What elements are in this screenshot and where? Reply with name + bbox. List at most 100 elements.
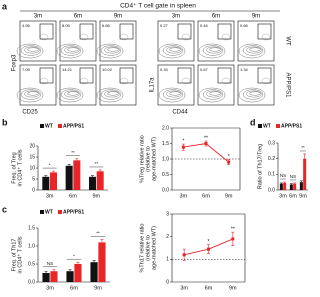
gate-value: 0.44 xyxy=(200,23,209,28)
contour xyxy=(261,77,271,85)
contour xyxy=(24,90,40,98)
y-axis-label: %Treg relative ratio xyxy=(139,135,145,182)
y-tick-label: 5 xyxy=(32,176,35,182)
point xyxy=(207,247,210,251)
y-tick-label: 1.0 xyxy=(28,243,35,249)
legend-swatch xyxy=(58,124,62,128)
x-tick-label: 6m xyxy=(69,193,77,199)
legend-swatch xyxy=(40,124,44,128)
y-axis-label: Ratio of Th17/Treg xyxy=(257,144,263,190)
legend-label: APP/PS1 xyxy=(281,123,302,129)
y-tick-label: 1.5 xyxy=(162,141,169,147)
flow-plot-frame xyxy=(197,20,235,62)
contour xyxy=(64,90,80,98)
flow-plot-frame xyxy=(59,20,97,62)
x-tick-label: 9m xyxy=(225,193,233,199)
contour xyxy=(249,91,261,96)
contour xyxy=(56,43,84,59)
contour xyxy=(27,91,39,96)
y-axis-label: in CD4⁺ T cells xyxy=(16,149,23,186)
y-tick-label: 0.3 xyxy=(268,140,275,146)
contour xyxy=(104,90,120,98)
contour xyxy=(64,46,80,54)
axis-label: Foxp3 xyxy=(12,54,18,71)
significance: ** xyxy=(204,135,208,141)
y-axis-label: in CD4⁺ T cells xyxy=(16,236,23,273)
flow-plot-frame xyxy=(157,20,195,62)
contour xyxy=(20,89,42,100)
gate xyxy=(217,23,232,40)
x-tick-label: 9m xyxy=(94,285,102,291)
y-axis-label: (relative to xyxy=(145,235,151,261)
panel-label: c xyxy=(2,204,7,214)
column-header: 6m xyxy=(74,14,82,20)
bar xyxy=(88,176,96,190)
y-tick-label: 0.0 xyxy=(268,187,275,193)
contour xyxy=(198,43,226,59)
bar xyxy=(42,176,50,190)
contour xyxy=(56,87,84,103)
bar xyxy=(289,184,293,190)
contour xyxy=(246,90,262,98)
contour xyxy=(198,87,226,103)
contour xyxy=(16,87,44,103)
gate xyxy=(79,67,94,84)
gate xyxy=(177,23,192,40)
bar xyxy=(65,165,73,190)
y-tick-label: 2 xyxy=(166,234,169,240)
contour xyxy=(242,45,264,56)
significance: NS xyxy=(47,261,53,266)
y-tick-label: 10 xyxy=(29,165,35,171)
panel-title: CD4⁺ T cell gate in spleen xyxy=(120,3,196,10)
flow-plot-frame xyxy=(59,64,97,106)
contour xyxy=(107,47,119,52)
contour xyxy=(238,43,266,59)
y-tick-label: 0.5 xyxy=(162,172,169,178)
bar xyxy=(299,182,303,190)
flow-plot-frame xyxy=(197,64,235,106)
significance: ** xyxy=(71,150,75,155)
column-header: 9m xyxy=(252,14,260,20)
contour xyxy=(249,47,261,52)
significance: NS xyxy=(280,173,286,178)
y-tick-label: 1 xyxy=(166,257,169,263)
contour xyxy=(104,46,120,54)
bar xyxy=(90,262,98,282)
significance: * xyxy=(182,138,184,144)
y-axis-label: Freq. of Treg xyxy=(11,152,17,184)
gate xyxy=(257,23,272,40)
significance: * xyxy=(228,154,230,160)
significance: * xyxy=(49,162,51,167)
legend-label: APP/PS1 xyxy=(63,123,84,129)
gate-value: 0.67 xyxy=(200,67,209,72)
y-tick-label: 15 xyxy=(29,154,35,160)
contour xyxy=(209,47,221,52)
x-tick-label: 3m xyxy=(279,193,287,199)
x-tick-label: 6m xyxy=(205,285,213,291)
contour xyxy=(24,46,40,54)
point xyxy=(182,253,186,257)
legend-swatch xyxy=(58,210,62,214)
contour xyxy=(67,91,79,96)
column-header: 3m xyxy=(34,14,42,20)
contour xyxy=(107,91,119,96)
flow-plot-frame xyxy=(99,20,137,62)
contour xyxy=(162,45,184,56)
gate xyxy=(39,67,54,84)
significance: ** xyxy=(231,226,235,232)
significance: ** xyxy=(96,231,100,236)
contour xyxy=(169,91,181,96)
significance: * xyxy=(208,239,210,245)
y-axis-label: age-matched WT) xyxy=(151,137,157,181)
contour xyxy=(206,46,222,54)
x-tick-label: 6m xyxy=(70,285,78,291)
significance: * xyxy=(73,253,75,258)
x-tick-label: 3m xyxy=(46,193,54,199)
point xyxy=(204,142,208,145)
y-tick-label: 20 xyxy=(29,143,35,149)
contour xyxy=(221,33,231,41)
y-axis-label: age-matched WT) xyxy=(151,226,157,270)
bar xyxy=(73,160,81,190)
line xyxy=(183,143,229,163)
row-label: WT xyxy=(284,36,290,46)
